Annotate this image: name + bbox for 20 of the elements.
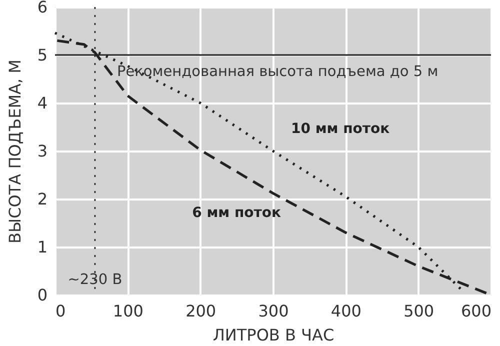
y-tick-label: 6 [37,0,48,16]
ref-line-label: ~230 В [68,272,122,288]
series-label: 10 мм поток [291,121,390,137]
y-tick-label: 0 [37,286,48,304]
x-axis-title: ЛИТРОВ В ЧАС [212,326,334,344]
x-tick-label: 300 [258,302,289,320]
x-tick-label: 0 [56,302,66,320]
x-tick-label: 100 [112,302,144,320]
y-tick-label: 3 [37,142,48,160]
x-tick-label: 600 [460,302,492,320]
y-tick-label: 4 [37,94,48,112]
series-label: 6 мм поток [192,205,282,222]
y-axis-title: ВЫСОТА ПОДЪЕМА, М [5,60,24,244]
x-tick-label: 400 [330,302,362,320]
x-tick-label: 500 [404,302,434,320]
y-tick-label: 2 [37,190,48,208]
y-tick-label: 5 [37,46,48,64]
y-tick-label: 1 [37,238,48,256]
ref-line-label: Рекомендованная высота подъема до 5 м [117,64,438,80]
x-tick-label: 200 [186,302,216,320]
